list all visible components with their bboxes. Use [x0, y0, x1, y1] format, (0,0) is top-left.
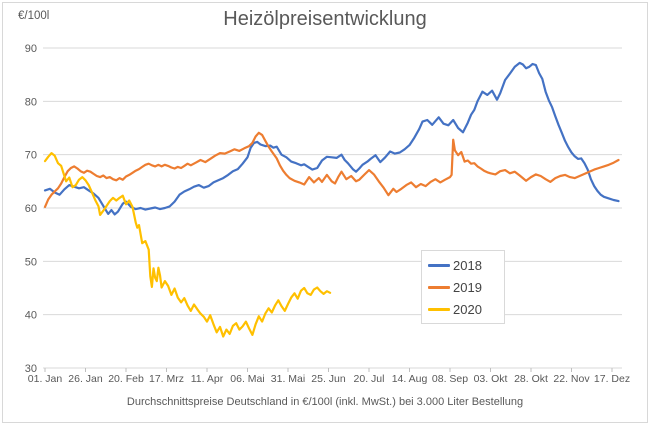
legend-item-2019: 2019 — [428, 280, 498, 295]
svg-text:80: 80 — [25, 96, 37, 108]
svg-text:17. Mrz: 17. Mrz — [149, 373, 184, 385]
legend-line-swatch-2020 — [428, 307, 450, 311]
svg-text:20. Jul: 20. Jul — [354, 373, 385, 385]
legend-item-2018: 2018 — [428, 258, 498, 273]
svg-text:08. Sep: 08. Sep — [432, 373, 468, 385]
svg-text:01. Jan: 01. Jan — [28, 373, 63, 385]
legend-line-swatch-2019 — [428, 285, 450, 289]
svg-text:06. Mai: 06. Mai — [230, 373, 264, 385]
svg-text:30: 30 — [25, 363, 37, 375]
svg-text:14. Aug: 14. Aug — [392, 373, 428, 385]
svg-text:20. Feb: 20. Feb — [108, 373, 144, 385]
svg-text:60: 60 — [25, 203, 37, 215]
svg-text:11. Apr: 11. Apr — [191, 373, 224, 385]
svg-text:50: 50 — [25, 256, 37, 268]
legend-item-2020: 2020 — [428, 302, 498, 317]
legend-label: 2019 — [453, 279, 482, 295]
chart-caption: Durchschnittspreise Deutschland in €/100… — [126, 396, 524, 408]
svg-text:17. Dez: 17. Dez — [594, 373, 630, 385]
svg-text:22. Nov: 22. Nov — [553, 373, 590, 385]
svg-text:28. Okt: 28. Okt — [514, 373, 548, 385]
svg-text:31. Mai: 31. Mai — [271, 373, 305, 385]
legend-label: 2020 — [453, 301, 482, 317]
y-axis-unit-label: €/100l — [18, 10, 50, 22]
legend: 2018 2019 2020 — [421, 250, 505, 324]
svg-text:25. Jun: 25. Jun — [311, 373, 346, 385]
legend-line-swatch-2018 — [428, 263, 450, 267]
chart-title: Heizölpreisentwicklung — [223, 8, 427, 30]
svg-text:70: 70 — [25, 150, 37, 162]
svg-text:90: 90 — [25, 43, 37, 55]
svg-text:40: 40 — [25, 310, 37, 322]
legend-label: 2018 — [453, 257, 482, 273]
svg-text:26. Jan: 26. Jan — [68, 373, 103, 385]
svg-text:03. Okt: 03. Okt — [474, 373, 508, 385]
